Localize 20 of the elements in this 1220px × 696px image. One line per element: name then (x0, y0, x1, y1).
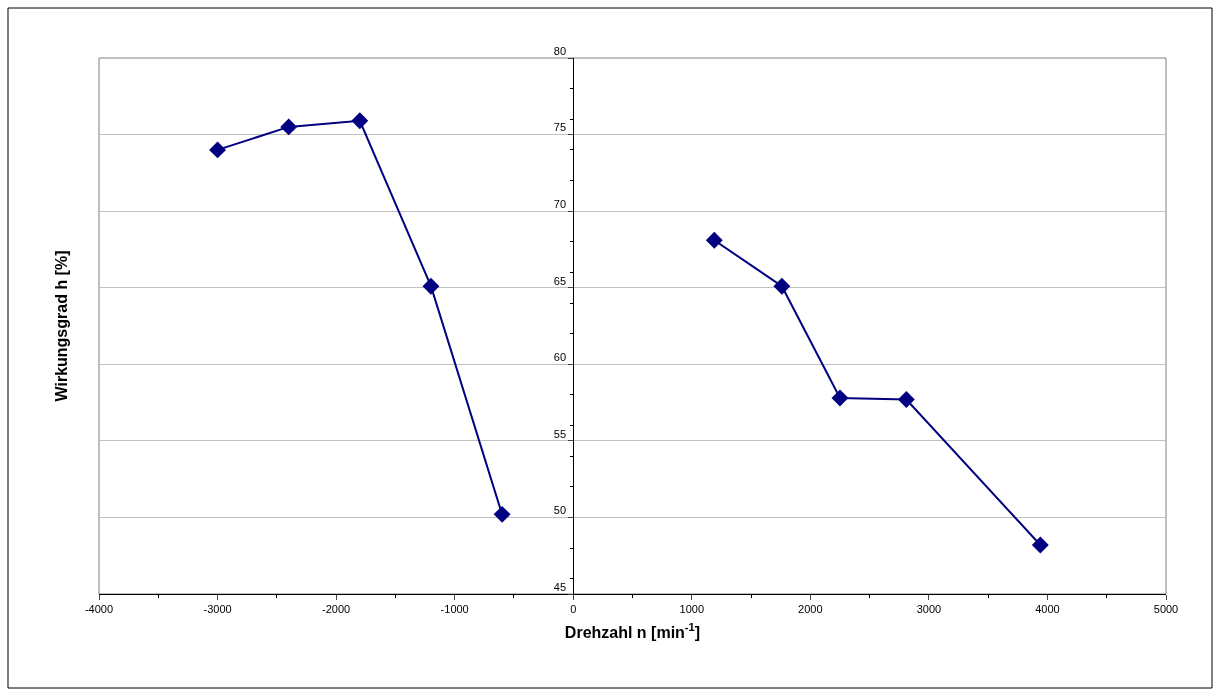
x-tick-label: -3000 (203, 603, 232, 616)
x-tick-label: 2000 (798, 603, 823, 616)
x-tick-label: -1000 (440, 603, 469, 616)
y-tick-label: 70 (553, 197, 567, 210)
y-tick-label: 80 (553, 44, 567, 57)
y-tick-label: 75 (553, 121, 567, 134)
x-axis-title: Drehzahl n [min$^{-1}$] (564, 621, 701, 641)
x-tick-label: 4000 (1035, 603, 1060, 616)
y-tick-label: 65 (553, 274, 567, 287)
x-tick-label: 3000 (916, 603, 942, 616)
y-tick-label: 55 (553, 427, 567, 440)
x-tick-label: 1000 (679, 603, 705, 616)
x-tick-label: 5000 (1153, 603, 1179, 616)
y-tick-label: 50 (553, 504, 567, 517)
x-tick-label: -4000 (84, 603, 114, 616)
y-axis-title: Wirkungsgrad h [%] (53, 250, 71, 402)
x-tick-label: 0 (570, 603, 577, 616)
y-tick-label: 45 (553, 580, 567, 593)
x-tick-label: -2000 (322, 603, 351, 616)
y-tick-label: 60 (553, 351, 567, 364)
